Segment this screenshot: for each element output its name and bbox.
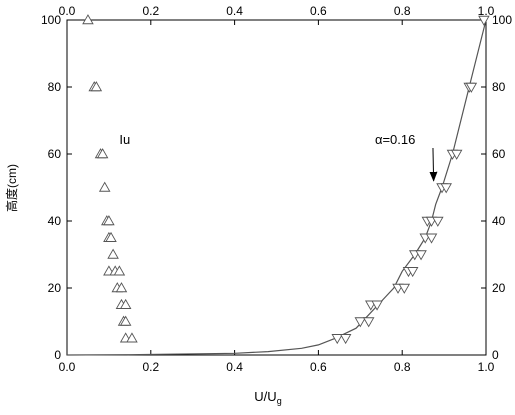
annotation-arrow <box>429 147 438 182</box>
ticks-layer: 0.00.00.20.20.40.40.60.60.80.81.01.00 020… <box>41 4 512 374</box>
y-tick-label-left: 0 <box>54 348 61 362</box>
data-point-triangle-down <box>406 267 419 278</box>
y-tick-label-left: 40 <box>48 214 62 228</box>
data-point-triangle-down <box>339 334 352 345</box>
x-tick-label-top: 0.2 <box>142 4 159 18</box>
x-tick-label-top: 0.6 <box>310 4 327 18</box>
data-point-triangle-up <box>115 282 128 293</box>
x-axis-label: U/Ug <box>254 389 281 406</box>
data-point-triangle-down <box>415 250 427 261</box>
y-tick-label-right: 0 <box>492 348 499 362</box>
y-tick-label-left: 60 <box>48 147 62 161</box>
data-point-triangle-up <box>105 231 117 242</box>
data-point-triangle-down <box>331 334 344 345</box>
data-point-triangle-up <box>126 332 138 343</box>
x-tick-label-bottom: 0.6 <box>310 360 327 374</box>
y-axis-label: 高度(cm) <box>4 164 19 212</box>
data-point-triangle-up <box>90 81 103 92</box>
data-point-triangle-down <box>432 216 444 227</box>
x-tick-label-top: 0.8 <box>394 4 411 18</box>
data-point-triangle-up <box>82 14 94 25</box>
y-tick-label-left: 100 <box>41 13 61 27</box>
y-tick-label-right: 20 <box>492 281 506 295</box>
y-tick-label-left: 80 <box>48 80 62 94</box>
data-points-layer <box>82 14 490 345</box>
data-point-triangle-down <box>465 82 478 93</box>
y-tick-label-right: 60 <box>492 147 506 161</box>
data-point-triangle-up <box>119 298 132 309</box>
data-point-triangle-down <box>398 283 411 294</box>
annotations-layer: Iu α=0.16 <box>119 132 438 182</box>
annotation-label: α=0.16 <box>375 132 415 147</box>
y-tick-label-right: 80 <box>492 80 506 94</box>
data-point-triangle-up <box>113 265 126 276</box>
x-tick-label-bottom: 0.4 <box>226 360 243 374</box>
fit-curve-layer <box>66 19 487 356</box>
x-tick-label-top: 1.0 <box>478 4 495 18</box>
x-tick-label-bottom: 1.0 <box>478 360 495 374</box>
data-point-triangle-down <box>354 317 367 328</box>
annotation-label: Iu <box>119 132 130 147</box>
x-tick-label-bottom: 0.0 <box>59 360 76 374</box>
y-tick-label-right: 100 <box>492 13 512 27</box>
x-tick-label-top: 0.4 <box>226 4 243 18</box>
data-point-triangle-down <box>371 300 383 311</box>
data-point-triangle-down <box>425 233 438 244</box>
x-tick-label-top: 0.0 <box>59 4 76 18</box>
data-point-triangle-down <box>478 15 490 26</box>
data-point-triangle-up <box>119 315 132 326</box>
data-point-triangle-down <box>440 183 452 194</box>
y-tick-label-left: 20 <box>48 281 62 295</box>
fit-curve <box>66 19 487 356</box>
data-point-triangle-up <box>107 248 119 259</box>
x-tick-label-bottom: 0.8 <box>394 360 411 374</box>
data-point-triangle-down <box>362 317 375 328</box>
data-point-triangle-up <box>103 215 115 226</box>
y-tick-label-right: 40 <box>492 214 506 228</box>
x-tick-label-bottom: 0.2 <box>142 360 159 374</box>
plot-frame <box>66 19 487 356</box>
data-point-triangle-down <box>450 149 463 160</box>
data-point-triangle-up <box>96 148 109 159</box>
data-point-triangle-up <box>98 181 111 192</box>
